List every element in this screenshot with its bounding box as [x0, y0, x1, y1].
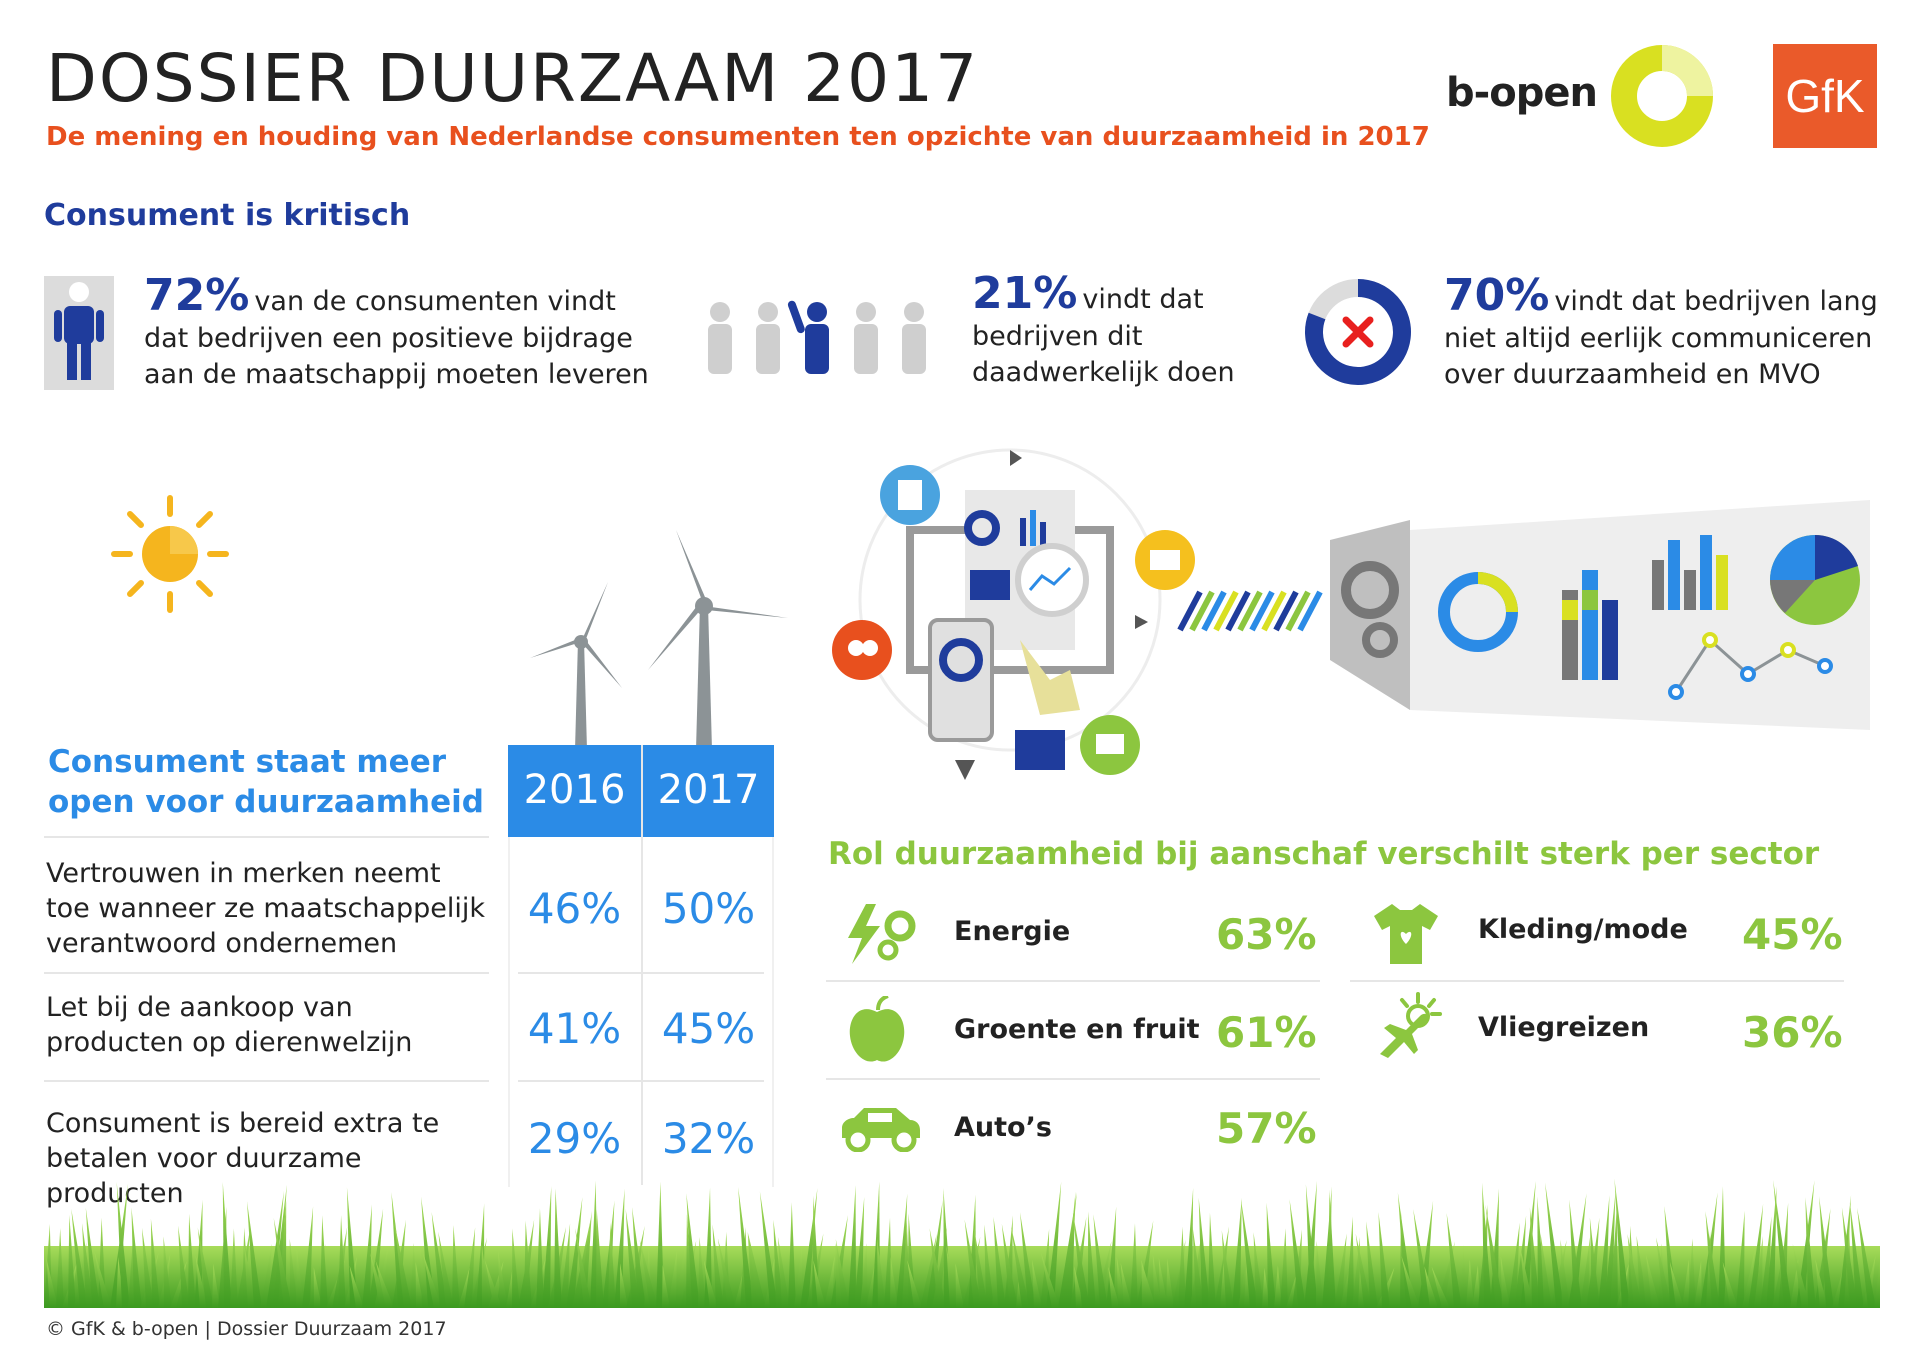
sector-divider — [1350, 980, 1844, 982]
sector-kleding-pct: 45% — [1742, 910, 1843, 959]
sector-divider — [826, 980, 1320, 982]
row-divider — [518, 1080, 764, 1082]
table-border-right — [772, 837, 774, 1187]
open-row-2-line1: Let bij de aankoop van — [46, 992, 353, 1023]
person-icon — [44, 276, 114, 390]
open-row-1-line1: Vertrouwen in merken neemt — [46, 858, 441, 889]
stat-21-line2: bedrijven dit — [972, 321, 1143, 352]
stat-72-line1: van de consumenten vindt — [254, 286, 616, 317]
open-row-1-2016: 46% — [527, 884, 622, 933]
open-row-1-line2: toe wanneer ze maatschappelijk — [46, 893, 486, 924]
stat-70-line2: niet altijd eerlijk communiceren — [1444, 323, 1873, 354]
bopen-logo-text: b-open — [1446, 70, 1598, 116]
row-divider — [44, 1080, 489, 1082]
open-row-3-line2: betalen voor duurzame producten — [46, 1143, 362, 1209]
sector-fruit-pct: 61% — [1216, 1008, 1317, 1057]
stat-72-line2: dat bedrijven een positieve bijdrage — [144, 323, 633, 354]
plane-icon — [1380, 992, 1442, 1058]
stat-70-line3: over duurzaamheid en MVO — [1444, 359, 1821, 390]
grass-decoration — [44, 1178, 1880, 1308]
open-row-2-2017: 45% — [661, 1004, 756, 1053]
sector-kleding-label: Kleding/mode — [1478, 914, 1688, 945]
open-row-1-label: Vertrouwen in merken neemt toe wanneer z… — [46, 856, 506, 961]
row-divider — [518, 972, 764, 974]
open-row-3-label: Consument is bereid extra te betalen voo… — [46, 1106, 506, 1211]
sector-energie-pct: 63% — [1216, 910, 1317, 959]
sector-vlieg-pct: 36% — [1742, 1008, 1843, 1057]
open-row-3-2016: 29% — [527, 1114, 622, 1163]
stat-21-line3: daadwerkelijk doen — [972, 357, 1235, 388]
row-divider — [44, 836, 489, 838]
open-row-2-line2: producten op dierenwelzijn — [46, 1027, 413, 1058]
open-heading-line2: open voor duurzaamheid — [48, 784, 484, 820]
sector-energie-label: Energie — [954, 916, 1071, 947]
open-row-1-line3: verantwoord ondernemen — [46, 928, 398, 959]
sector-fruit-label: Groente en fruit — [954, 1014, 1200, 1045]
open-row-2-label: Let bij de aankoop van producten op dier… — [46, 990, 506, 1060]
stat-72: 72% van de consumenten vindt dat bedrijv… — [144, 270, 664, 393]
donut-x-icon — [1305, 279, 1411, 385]
page-subtitle: De mening en houding van Nederlandse con… — [46, 122, 1430, 152]
sector-vlieg-label: Vliegreizen — [1478, 1012, 1650, 1043]
page-title: DOSSIER DUURZAAM 2017 — [46, 40, 980, 117]
stat-70-pct: 70% — [1444, 270, 1550, 321]
stat-72-line3: aan de maatschappij moeten leveren — [144, 359, 649, 390]
gfk-logo: GfK — [1773, 44, 1877, 148]
sectors-heading: Rol duurzaamheid bij aanschaf verschilt … — [828, 836, 1820, 872]
stat-21-pct: 21% — [972, 268, 1078, 319]
open-row-3-2017: 32% — [661, 1114, 756, 1163]
data-illustration — [832, 448, 1870, 780]
group-people-icon — [708, 300, 926, 374]
stat-70-line1: vindt dat bedrijven lang — [1554, 286, 1878, 317]
shirt-icon — [1374, 904, 1438, 964]
energy-icon — [848, 904, 916, 964]
bopen-logo-icon — [1611, 45, 1713, 147]
car-icon — [842, 1108, 920, 1152]
stat-21: 21% vindt dat bedrijven dit daadwerkelij… — [972, 268, 1272, 391]
critical-heading: Consument is kritisch — [44, 198, 411, 233]
sector-auto-label: Auto’s — [954, 1112, 1052, 1143]
year-divider — [641, 745, 643, 1185]
sector-auto-pct: 57% — [1216, 1104, 1317, 1153]
open-heading-line1: Consument staat meer — [48, 744, 447, 780]
open-row-3-line1: Consument is bereid extra te — [46, 1108, 440, 1139]
year-2016: 2016 — [523, 767, 626, 813]
table-border-left — [508, 837, 510, 1187]
sun-icon — [111, 495, 229, 613]
sector-divider — [826, 1078, 1320, 1080]
stat-72-pct: 72% — [144, 270, 250, 321]
apple-icon — [849, 996, 905, 1062]
stat-21-line1: vindt dat — [1082, 284, 1204, 315]
year-2017: 2017 — [657, 767, 760, 813]
stat-70: 70% vindt dat bedrijven lang niet altijd… — [1444, 270, 1914, 393]
wind-turbines-icon — [530, 530, 788, 750]
open-row-1-2017: 50% — [661, 884, 756, 933]
open-heading: Consument staat meer open voor duurzaamh… — [48, 742, 484, 822]
open-row-2-2016: 41% — [527, 1004, 622, 1053]
footer-copyright: © GfK & b-open | Dossier Duurzaam 2017 — [46, 1318, 447, 1340]
row-divider — [44, 972, 489, 974]
